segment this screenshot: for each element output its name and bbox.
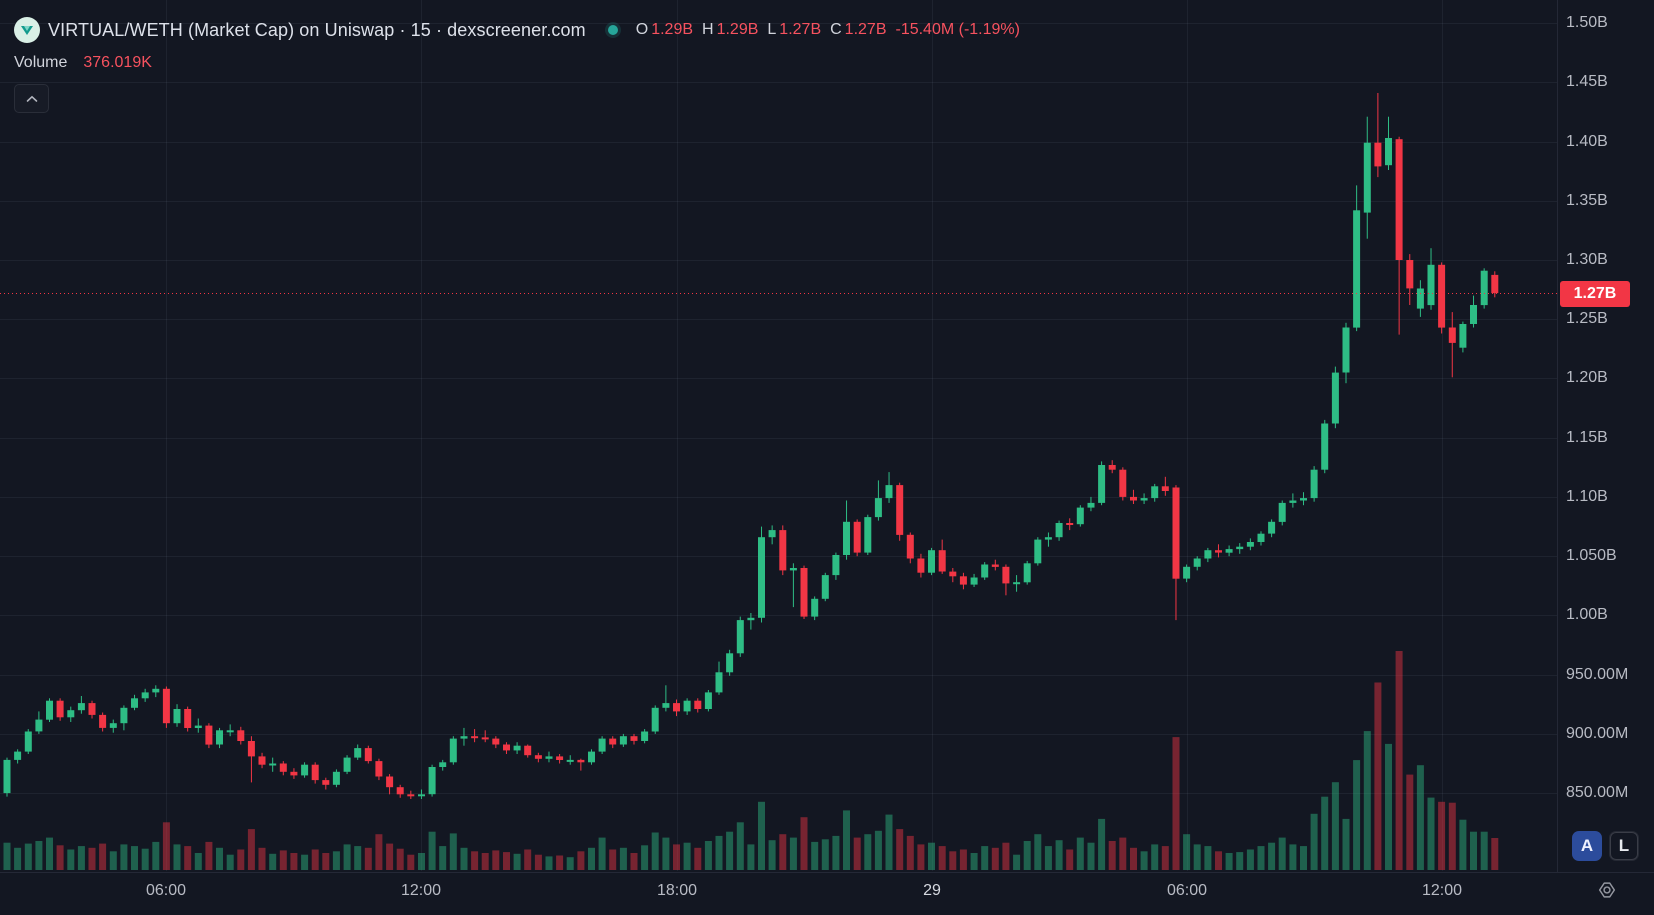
price-tick-label: 1.050B (1566, 547, 1617, 564)
symbol-row: VIRTUAL/WETH (Market Cap) on Uniswap · 1… (14, 16, 1020, 44)
volume-value: 376.019K (83, 54, 152, 71)
auto-scale-button[interactable]: A (1572, 831, 1602, 861)
token-logo-icon (14, 17, 40, 43)
log-scale-button[interactable]: L (1609, 831, 1639, 861)
close-value: 1.27B (844, 21, 887, 38)
time-tick-label: 12:00 (1421, 882, 1463, 899)
symbol-title: VIRTUAL/WETH (Market Cap) on Uniswap · 1… (48, 19, 586, 40)
legend: VIRTUAL/WETH (Market Cap) on Uniswap · 1… (14, 16, 1020, 113)
ohlc-readout: O 1.29B H 1.29B L 1.27B C 1.27B -15.40M (-1.… (636, 21, 1020, 39)
last-price-badge: 1.27B (1560, 280, 1630, 307)
time-tick-label: 12:00 (400, 882, 442, 899)
open-value: 1.29B (651, 21, 694, 38)
price-tick-label: 1.40B (1566, 133, 1608, 150)
settings-button[interactable] (1594, 879, 1620, 905)
price-tick-label: 950.00M (1566, 666, 1629, 683)
price-tick-label: 1.15B (1566, 429, 1608, 446)
collapse-legend-button[interactable] (14, 84, 49, 113)
volume-label: Volume (14, 54, 68, 71)
price-axis[interactable]: 1.27B 1.50B 1.45B 1.40B 1.35B 1.30B 1.25B 1.20… (1557, 0, 1654, 872)
data-status-icon[interactable] (607, 25, 618, 35)
volume-row: Volume 376.019K (14, 54, 1020, 72)
high-label: H (702, 21, 714, 38)
price-tick-label: 1.45B (1566, 73, 1608, 90)
price-tick-label: 1.50B (1566, 14, 1608, 31)
high-value: 1.29B (716, 21, 759, 38)
change-value: -15.40M (-1.19%) (895, 21, 1020, 38)
low-value: 1.27B (779, 21, 822, 38)
time-tick-label: 06:00 (1166, 882, 1208, 899)
price-tick-label: 1.30B (1566, 251, 1608, 268)
price-tick-label: 850.00M (1566, 784, 1629, 801)
price-tick-label: 900.00M (1566, 725, 1629, 742)
price-tick-label: 1.35B (1566, 192, 1608, 209)
price-tick-label: 1.25B (1566, 310, 1608, 327)
time-axis[interactable]: 06:00 12:00 18:00 29 06:00 12:00 (0, 872, 1654, 915)
close-label: C (830, 21, 842, 38)
price-tick-label: 1.10B (1566, 488, 1608, 505)
time-tick-label: 29 (923, 882, 941, 899)
price-tick-label: 1.20B (1566, 369, 1608, 386)
low-label: L (767, 21, 777, 38)
time-tick-label: 18:00 (656, 882, 698, 899)
open-label: O (635, 21, 649, 38)
scale-buttons: A L (1572, 831, 1639, 861)
gear-icon (1596, 879, 1618, 906)
chevron-up-icon (26, 90, 38, 108)
price-tick-label: 1.00B (1566, 606, 1608, 623)
time-tick-label: 06:00 (145, 882, 187, 899)
